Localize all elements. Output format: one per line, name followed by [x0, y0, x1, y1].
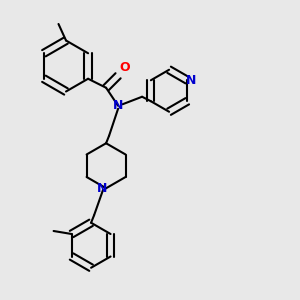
- Text: O: O: [120, 61, 130, 74]
- Text: N: N: [113, 99, 123, 112]
- Text: N: N: [186, 74, 196, 87]
- Text: N: N: [96, 182, 107, 195]
